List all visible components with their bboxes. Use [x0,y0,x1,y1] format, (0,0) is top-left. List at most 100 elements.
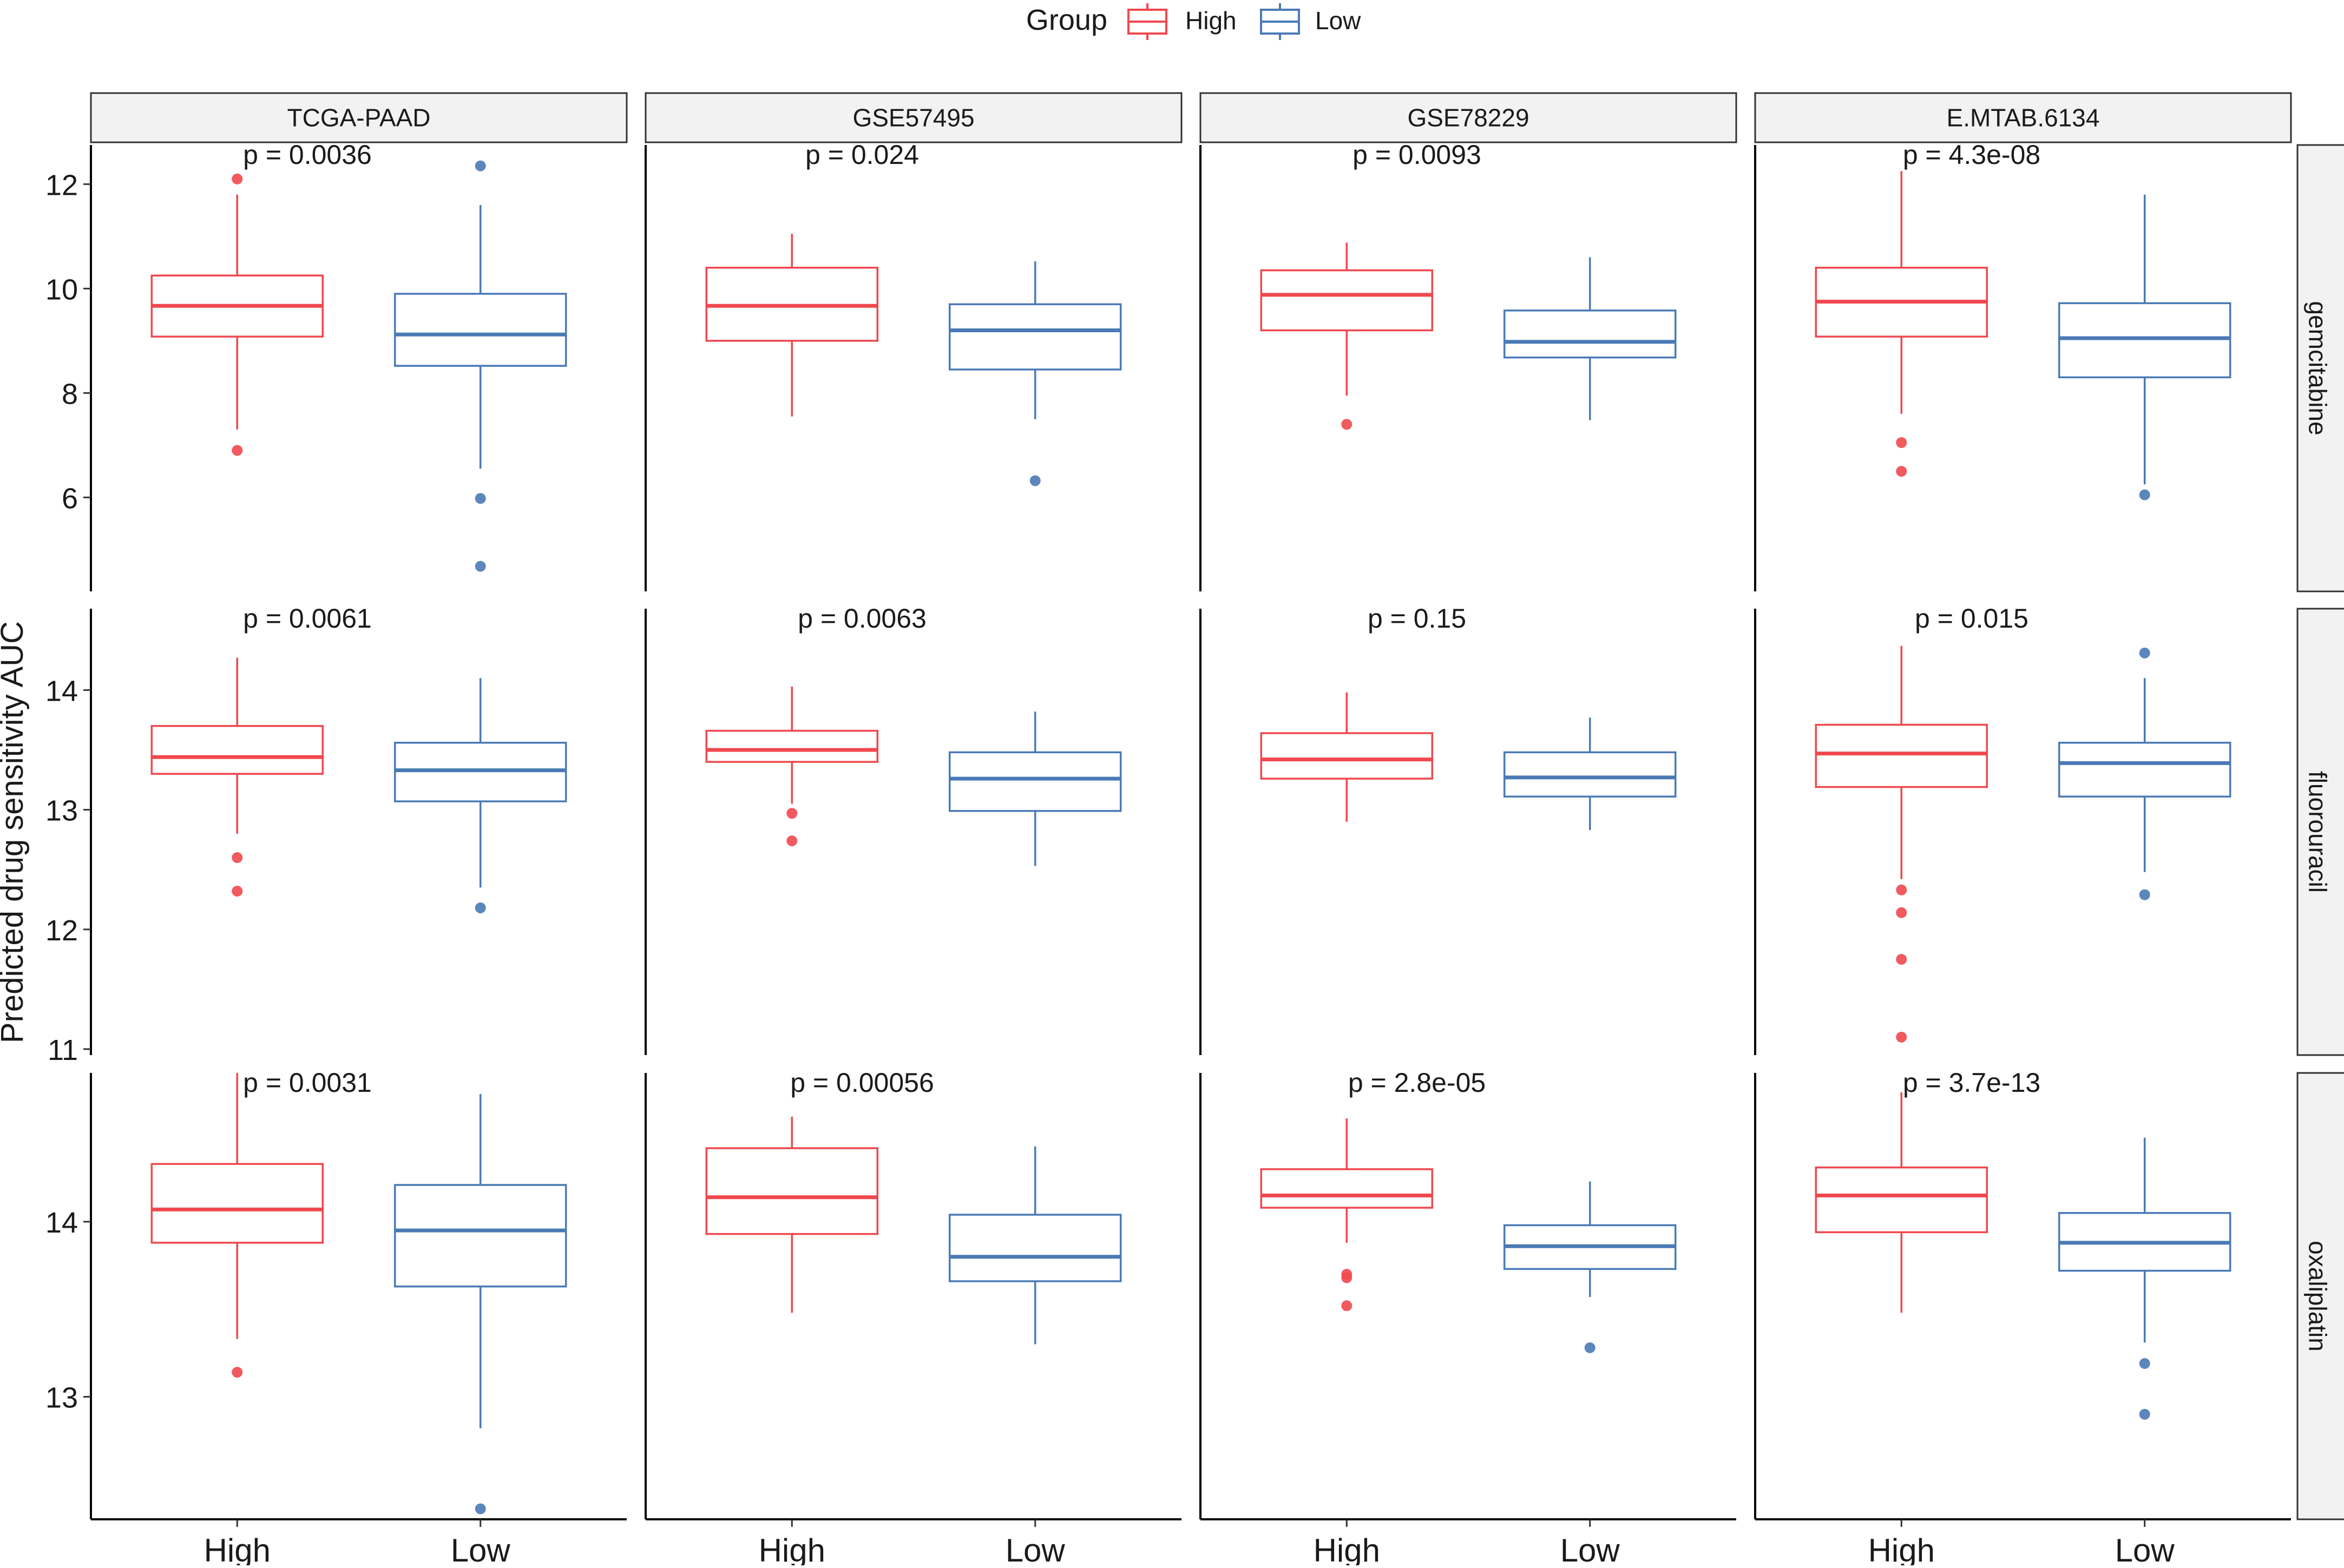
box-2-3-0 [1815,1166,1988,1234]
facet-strip-0 [90,92,628,143]
box-2-2-0 [1260,1168,1434,1209]
y-tick-label-0-1: 8 [62,378,78,410]
x-tick-label-2-0: High [1314,1532,1380,1565]
pvalue-label-2-3: p = 3.7e-13 [1903,1068,2040,1098]
outlier-point-1-3-0-3 [1896,1031,1907,1043]
outlier-point-0-0-1-2 [475,561,486,572]
x-tick-label-0-1: Low [451,1532,511,1565]
outlier-point-1-0-0-0 [232,852,243,864]
facet-strip-1 [645,92,1183,143]
legend-label-low: Low [1315,6,1361,35]
row-strip-2 [2296,1072,2344,1520]
outlier-point-1-0-0-1 [232,885,243,897]
pvalue-label-0-2: p = 0.0093 [1352,140,1481,170]
box-0-1-1 [948,303,1122,371]
pvalue-label-1-0: p = 0.0061 [243,603,372,634]
x-tick-label-3-1: Low [2115,1532,2175,1565]
legend: Group High Low [1026,3,1361,40]
row-strip-0 [2296,144,2344,592]
pvalue-label-0-1: p = 0.024 [805,140,919,170]
y-axis-title: Predicted drug sensitivity AUC [0,621,30,1043]
facet-strip-3 [1754,92,2292,143]
pvalue-label-1-2: p = 0.15 [1368,603,1466,634]
box-2-0-1 [393,1184,567,1288]
box-0-0-1 [393,293,567,367]
pvalue-label-0-0: p = 0.0036 [243,140,372,170]
pvalue-label-2-1: p = 0.00056 [790,1068,934,1098]
y-tick-label-1-3: 14 [45,675,78,707]
outlier-point-0-0-0-1 [232,445,243,456]
y-tick-label-1-0: 11 [48,1034,78,1066]
row-strip-1 [2296,608,2344,1056]
outlier-point-1-3-1-0 [2139,647,2150,658]
row-strip-label-0: gemcitabine [2304,301,2332,435]
outlier-point-2-0-1-0 [475,1503,486,1514]
y-tick-label-0-2: 10 [45,273,78,306]
box-1-1-0 [705,729,879,763]
outlier-point-1-0-1-0 [475,902,486,913]
outlier-point-0-0-1-0 [475,160,486,172]
legend-label-high: High [1185,6,1237,35]
y-tick-label-0-0: 6 [62,482,78,515]
box-0-3-1 [2058,302,2231,379]
box-1-3-0 [1815,723,1988,788]
box-2-0-0 [150,1163,324,1244]
outlier-point-2-2-0-1 [1341,1272,1352,1283]
box-0-2-0 [1260,269,1434,332]
row-strip-label-1: fluorouracil [2304,771,2332,893]
x-tick-label-3-0: High [1868,1532,1935,1565]
y-tick-label-1-1: 12 [45,914,78,947]
box-1-2-0 [1260,732,1434,780]
outlier-point-0-3-1-0 [2139,489,2150,500]
row-strip-label-2: oxaliplatin [2304,1241,2332,1352]
outlier-point-2-2-1-0 [1584,1342,1596,1353]
x-tick-label-2-1: Low [1560,1532,1620,1565]
facet-strip-label-3: E.MTAB.6134 [1947,104,2100,132]
outlier-point-1-1-0-1 [786,835,798,847]
outlier-point-0-3-0-0 [1896,437,1907,448]
outlier-point-1-3-1-1 [2139,889,2150,900]
outlier-point-1-3-0-0 [1896,884,1907,895]
facet-strip-label-2: GSE78229 [1407,104,1529,132]
y-tick-label-2-0: 13 [45,1382,78,1414]
facet-strip-label-1: GSE57495 [852,104,974,132]
box-2-1-0 [705,1147,879,1235]
outlier-point-1-3-0-2 [1896,954,1907,965]
outlier-point-1-1-0-0 [786,808,798,819]
outlier-point-0-1-1-0 [1029,475,1041,486]
box-1-0-0 [150,725,324,775]
outlier-point-2-2-0-2 [1341,1300,1352,1312]
x-tick-label-1-1: Low [1006,1532,1066,1565]
legend-title: Group [1026,4,1107,36]
box-1-3-1 [2058,741,2231,798]
outlier-point-0-3-0-1 [1896,466,1907,477]
y-tick-label-2-1: 14 [45,1207,78,1239]
y-tick-label-1-2: 13 [45,795,78,827]
y-tick-label-0-3: 12 [45,169,78,201]
pvalue-label-1-1: p = 0.0063 [798,603,927,634]
pvalue-label-1-3: p = 0.015 [1915,603,2028,634]
pvalue-label-2-2: p = 2.8e-05 [1348,1068,1486,1098]
y-axis-title-group: Predicted drug sensitivity AUC [0,621,30,1043]
pvalue-label-2-0: p = 0.0031 [243,1068,372,1098]
box-2-1-1 [948,1214,1122,1282]
outlier-point-1-3-0-1 [1896,907,1907,918]
pvalue-label-0-3: p = 4.3e-08 [1903,140,2040,170]
box-1-2-1 [1503,751,1677,798]
x-tick-label-0-0: High [204,1532,271,1565]
outlier-point-0-2-0-0 [1341,419,1352,430]
outlier-point-2-3-1-0 [2139,1358,2150,1369]
outlier-point-0-0-1-1 [475,493,486,504]
outlier-point-2-0-0-0 [232,1367,243,1378]
box-1-1-1 [948,751,1122,812]
outlier-point-2-3-1-1 [2139,1408,2150,1420]
outlier-point-0-0-0-0 [232,173,243,185]
facet-panels: TCGA-PAAD GSE57495 GSE78229 E.MTAB.6134 High… [45,92,2344,1568]
box-0-2-1 [1503,309,1677,359]
x-tick-label-1-0: High [759,1532,825,1565]
facet-strip-2 [1199,92,1737,143]
facet-strip-label-0: TCGA-PAAD [287,104,431,132]
